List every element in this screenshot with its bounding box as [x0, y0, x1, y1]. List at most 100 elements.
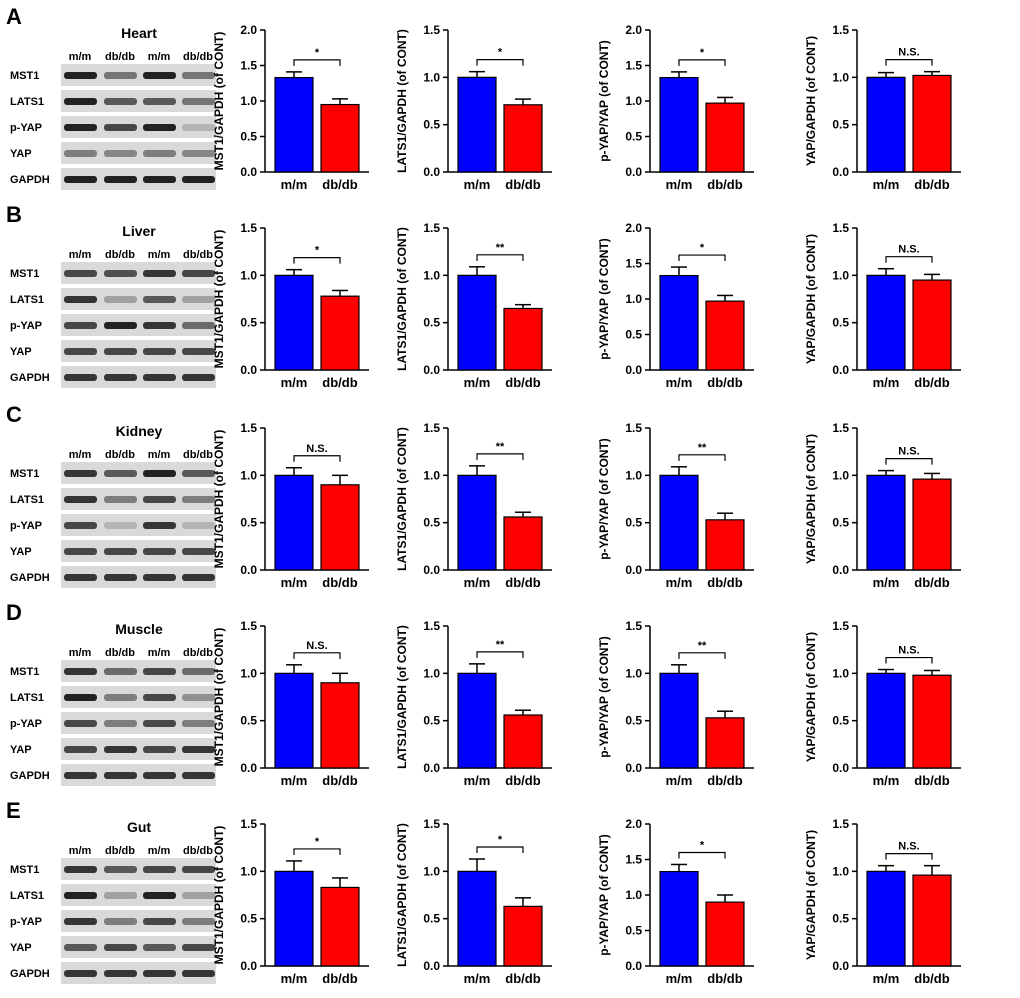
blot-strip	[61, 288, 216, 310]
x-tick-label: db/db	[707, 575, 742, 590]
bar-diabetic	[705, 102, 745, 173]
blot-row-label: p-YAP	[10, 122, 42, 134]
y-tick-label: 0.0	[423, 165, 440, 179]
significance-label: **	[698, 442, 707, 454]
significance-label: *	[700, 242, 705, 254]
significance-label: *	[315, 47, 320, 59]
bar-diabetic	[912, 74, 952, 173]
y-axis-label: YAP/GAPDH (of CONT)	[804, 434, 818, 564]
blot-row-label: GAPDH	[10, 372, 50, 384]
y-tick-label: 1.5	[423, 817, 440, 831]
y-axis-label: p-YAP/YAP (of CONT)	[597, 238, 611, 360]
blot-band	[182, 574, 215, 581]
significance-bracket	[885, 256, 933, 263]
blot-band	[64, 348, 97, 355]
blot-band	[104, 694, 137, 701]
lane-label: db/db	[183, 449, 213, 461]
blot-band	[182, 720, 215, 727]
y-tick-label: 2.0	[240, 23, 257, 37]
blot-band	[143, 470, 176, 477]
significance-label: N.S.	[898, 47, 919, 59]
y-tick-label: 1.0	[625, 666, 642, 680]
blot-band	[64, 944, 97, 951]
panel-letter: A	[6, 4, 22, 29]
y-axis-label: MST1/GAPDH (of CONT)	[212, 628, 226, 767]
bar-chart: LATS1/GAPDH (of CONT) 0.0 0.5 1.0 1.5 m/m db/d…	[395, 817, 552, 986]
blot-band	[143, 944, 176, 951]
blot-row-label: GAPDH	[10, 968, 50, 980]
blot-band	[182, 150, 215, 157]
bar-chart: YAP/GAPDH (of CONT) 0.0 0.5 1.0 1.5 m/m db/db N…	[804, 817, 961, 986]
tissue-title: Liver	[122, 223, 156, 239]
bar-control	[659, 672, 699, 769]
bar-diabetic	[503, 905, 543, 967]
y-axis-label: LATS1/GAPDH (of CONT)	[395, 823, 409, 967]
y-tick-label: 1.0	[832, 468, 849, 482]
x-tick-label: m/m	[281, 575, 308, 590]
bar-control	[659, 76, 699, 173]
y-tick-label: 0.5	[625, 130, 642, 144]
y-tick-label: 0.5	[240, 130, 257, 144]
blot-row-label: MST1	[10, 70, 39, 82]
blot-band	[64, 72, 97, 79]
x-tick-label: m/m	[464, 575, 491, 590]
x-tick-label: m/m	[281, 375, 308, 390]
blot-band	[104, 496, 137, 503]
blot-band	[143, 270, 176, 277]
lane-label: db/db	[105, 647, 135, 659]
panel-letter: E	[6, 798, 21, 823]
bar-control	[457, 870, 497, 967]
blot-strip	[61, 962, 216, 984]
significance-bracket	[678, 254, 726, 262]
lane-label: m/m	[69, 449, 92, 461]
bar-control	[866, 474, 906, 571]
panel-a: A Heart m/m db/db m/m db/db MST1 LATS1 p-YAP YAP G…	[6, 4, 961, 192]
blot-row-label: YAP	[10, 346, 32, 358]
blot-band	[104, 72, 137, 79]
blot-band	[64, 720, 97, 727]
blot-strip	[61, 514, 216, 536]
bar-control	[457, 76, 497, 173]
blot-band	[143, 176, 176, 183]
lane-label: db/db	[105, 51, 135, 63]
significance-bracket	[476, 651, 524, 658]
panel-b: B Liver m/m db/db m/m db/db MST1 LATS1 p-YAP YAP G…	[6, 202, 961, 390]
significance-label: *	[700, 47, 705, 59]
blot-row-label: LATS1	[10, 890, 44, 902]
significance-bracket	[293, 652, 341, 659]
y-tick-label: 1.0	[625, 888, 642, 902]
y-tick-label: 1.0	[240, 864, 257, 878]
significance-bracket	[885, 59, 933, 66]
blot-band	[104, 124, 137, 131]
bar-control	[866, 274, 906, 371]
bar-diabetic	[705, 901, 745, 967]
bar-control	[274, 274, 314, 371]
significance-label: *	[498, 834, 503, 846]
y-tick-label: 0.5	[832, 714, 849, 728]
x-tick-label: m/m	[873, 575, 900, 590]
blot-band	[104, 892, 137, 899]
tissue-title: Kidney	[116, 423, 163, 439]
x-tick-label: db/db	[322, 773, 357, 788]
x-tick-label: m/m	[873, 375, 900, 390]
significance-bracket	[678, 454, 726, 461]
bar-control	[274, 76, 314, 173]
lane-label: m/m	[148, 845, 171, 857]
y-tick-label: 0.0	[625, 761, 642, 775]
y-tick-label: 1.5	[240, 59, 257, 73]
y-axis-label: p-YAP/YAP (of CONT)	[597, 636, 611, 758]
blot-band	[143, 746, 176, 753]
x-tick-label: m/m	[666, 971, 693, 986]
significance-bracket	[476, 254, 524, 261]
bar-chart: MST1/GAPDH (of CONT) 0.0 0.5 1.0 1.5 m/m db/db…	[212, 421, 369, 590]
y-tick-label: 0.5	[832, 912, 849, 926]
y-tick-label: 1.0	[240, 268, 257, 282]
y-tick-label: 0.5	[423, 714, 440, 728]
blot-row-label: MST1	[10, 666, 39, 678]
significance-bracket	[476, 59, 524, 66]
blot-band	[64, 574, 97, 581]
y-tick-label: 1.0	[423, 666, 440, 680]
significance-bracket	[678, 59, 726, 66]
blot-strip	[61, 686, 216, 708]
blot-strip	[61, 488, 216, 510]
